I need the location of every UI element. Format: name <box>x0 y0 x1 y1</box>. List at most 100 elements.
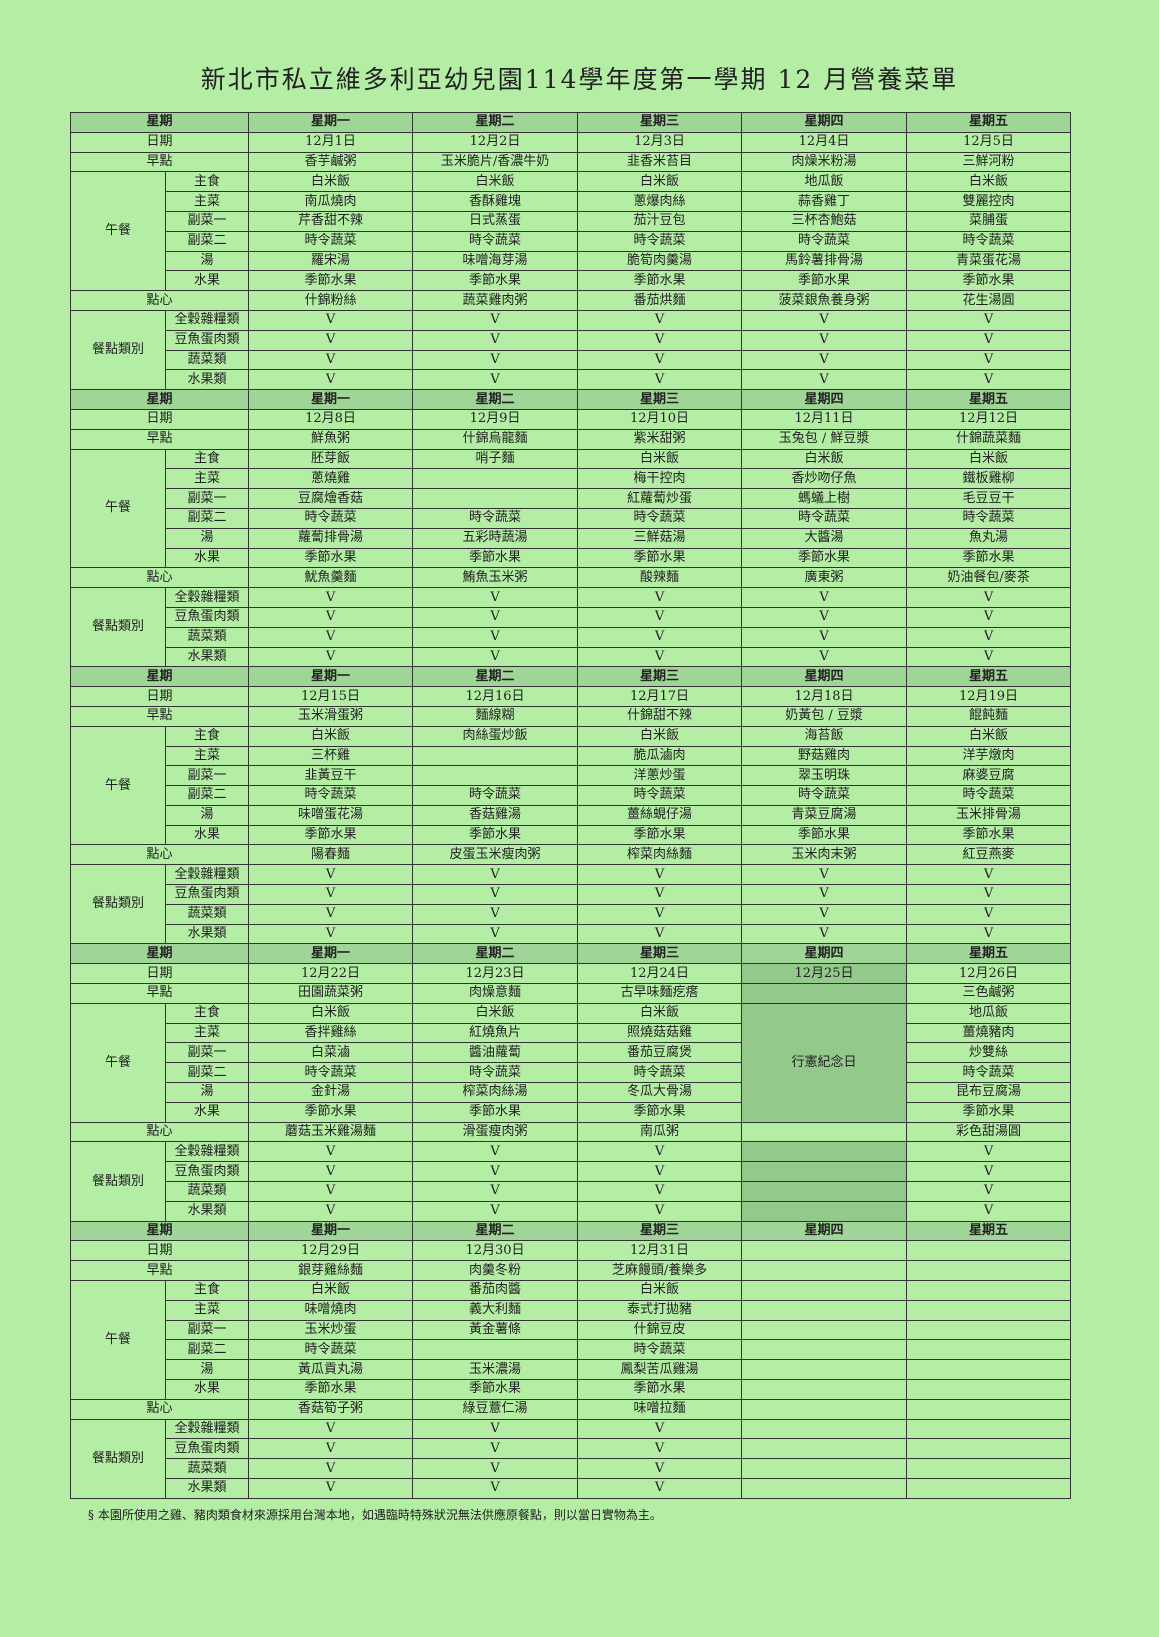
category-check <box>741 1438 908 1460</box>
lunch-dish: 時令蔬菜 <box>741 230 908 252</box>
category-item-label: 蔬菜類 <box>164 1181 250 1202</box>
lunch-dish: 香菇雞湯 <box>412 804 579 826</box>
lunch-dish <box>906 1319 1072 1341</box>
lunch-dish: 時令蔬菜 <box>412 507 579 529</box>
snack: 奶油餐包/麥茶 <box>906 567 1072 589</box>
weekday: 星期一 <box>248 666 414 688</box>
snack <box>906 1398 1072 1420</box>
menu-row: 水果類 V V V V V <box>71 369 1072 391</box>
menu-row: 早點 香芋鹹粥 玉米脆片/香濃牛奶 韭香米苔目 肉燥米粉湯 三鮮河粉 <box>69 151 1072 173</box>
date: 12月25日 <box>741 963 908 985</box>
lunch-item-label: 湯 <box>164 250 250 272</box>
weekday-label: 星期 <box>69 1220 250 1242</box>
lunch-dish: 薑燒豬肉 <box>906 1022 1072 1044</box>
menu-table: 星期 星期一 星期二 星期三 星期四 星期五 日期 12月1日 12月2日 12月3日 12月4日 1… <box>69 112 1072 1499</box>
breakfast: 古早味麵疙瘩 <box>577 983 743 1004</box>
breakfast: 三色鹹粥 <box>906 983 1072 1004</box>
menu-row: 早點 鮮魚粥 什錦烏龍麵 紫米甜粥 玉兔包 / 鮮豆漿 什錦蔬菜麵 <box>69 428 1072 450</box>
menu-row: 豆魚蛋肉類 V V V <box>71 1438 1072 1460</box>
category-check: V <box>248 884 414 905</box>
snack <box>741 1398 908 1420</box>
breakfast: 芝麻饅頭/養樂多 <box>577 1260 743 1282</box>
weekday: 星期四 <box>741 1220 908 1242</box>
lunch-dish: 玉米濃湯 <box>412 1359 579 1380</box>
lunch-dish: 日式蒸蛋 <box>412 210 579 232</box>
category-check: V <box>741 626 908 648</box>
lunch-dish: 洋蔥炒蛋 <box>577 765 743 787</box>
menu-row: 副菜一 白菜滷 醬油蘿蔔 番茄豆腐煲 炒雙絲 <box>71 1042 1072 1064</box>
category-item-label: 全穀雜糧類 <box>164 1418 250 1440</box>
lunch-item-label: 水果 <box>164 270 250 292</box>
lunch-dish: 季節水果 <box>906 547 1072 569</box>
menu-row: 水果類 V V V V V <box>71 923 1072 945</box>
lunch-item-label: 湯 <box>164 804 250 826</box>
category-check: V <box>577 606 743 628</box>
date-label: 日期 <box>69 131 250 153</box>
weekday: 星期四 <box>741 943 908 965</box>
lunch-dish: 地瓜飯 <box>741 171 908 193</box>
menu-row: 豆魚蛋肉類 V V V V <box>71 1161 1072 1183</box>
menu-row: 湯羅宋湯 味噌海芽湯 脆筍肉羹湯 馬鈴薯排骨湯 青菜蛋花湯 <box>71 250 1072 272</box>
category-check: V <box>248 369 414 391</box>
lunch-dish: 蔥燒雞 <box>248 468 414 490</box>
menu-row: 午餐 主食 白米飯 肉絲蛋炒飯 白米飯 海苔飯 白米飯 <box>70 725 1072 846</box>
weekday: 星期五 <box>906 943 1072 965</box>
lunch-dish: 胚芽飯 <box>248 448 414 470</box>
lunch-dish: 豆腐燴香菇 <box>248 488 414 509</box>
category-check: V <box>741 864 908 886</box>
lunch-dish: 番茄肉醬 <box>412 1280 579 1301</box>
lunch-dish: 大醬湯 <box>741 527 908 549</box>
breakfast <box>906 1260 1072 1282</box>
lunch-dish: 玉米排骨湯 <box>906 804 1072 826</box>
menu-row: 餐點類別 全穀雜糧類 V V V V V <box>70 864 1072 945</box>
menu-row: 副菜二 時令蔬菜 時令蔬菜 時令蔬菜 時令蔬菜 時令蔬菜 <box>71 230 1072 252</box>
lunch-dish: 香拌雞絲 <box>248 1022 414 1044</box>
date: 12月29日 <box>248 1240 414 1262</box>
category-check: V <box>906 884 1072 905</box>
lunch-item-label: 主菜 <box>164 1299 250 1321</box>
lunch-dish: 炒雙絲 <box>906 1042 1072 1064</box>
category-check: V <box>412 329 579 351</box>
lunch-dish: 紅蘿蔔炒蛋 <box>577 488 743 509</box>
lunch-dish: 白米飯 <box>906 725 1072 747</box>
lunch-dish: 白米飯 <box>577 725 743 747</box>
date-label: 日期 <box>69 1240 250 1262</box>
lunch-dish <box>741 1339 908 1361</box>
snack: 彩色甜湯圓 <box>906 1121 1072 1143</box>
lunch-dish: 白米飯 <box>577 171 743 193</box>
breakfast: 田園蔬菜粥 <box>248 983 414 1004</box>
category-check: V <box>906 349 1072 371</box>
lunch-dish: 照燒菇菇雞 <box>577 1022 743 1044</box>
category-check: V <box>577 349 743 371</box>
lunch-dish: 洋芋燉肉 <box>906 745 1072 767</box>
lunch-dish: 白米飯 <box>248 1002 414 1024</box>
category-check: V <box>577 1141 743 1163</box>
lunch-item-label: 水果 <box>164 824 250 846</box>
lunch-dish: 時令蔬菜 <box>412 785 579 806</box>
date-label: 日期 <box>69 686 250 707</box>
lunch-dish: 蒜香雞丁 <box>741 191 908 212</box>
lunch-dish: 馬鈴薯排骨湯 <box>741 250 908 272</box>
lunch-dish: 肉絲蛋炒飯 <box>412 725 579 747</box>
lunch-item-label: 副菜二 <box>164 1339 250 1361</box>
menu-row: 湯黃瓜貢丸湯 玉米濃湯 鳳梨苦瓜雞湯 <box>71 1359 1072 1380</box>
category-check: V <box>577 1200 743 1222</box>
category-check: V <box>906 646 1072 668</box>
lunch-dish: 金針湯 <box>248 1082 414 1103</box>
menu-row: 蔬菜類 V V V V V <box>71 903 1072 925</box>
lunch-item-label: 主菜 <box>164 468 250 490</box>
snack: 什錦粉絲 <box>248 290 414 311</box>
menu-row: 日期 12月22日 12月23日 12月24日 12月25日 12月26日 <box>69 963 1072 985</box>
menu-row: 日期 12月15日 12月16日 12月17日 12月18日 12月19日 <box>69 686 1072 707</box>
lunch-item-label: 水果 <box>164 1101 250 1123</box>
category-check: V <box>906 369 1072 391</box>
category-item-label: 豆魚蛋肉類 <box>164 329 250 351</box>
category-item-label: 水果類 <box>164 646 250 668</box>
category-check <box>906 1438 1072 1460</box>
menu-row: 蔬菜類 V V V V V <box>71 349 1072 371</box>
weekday: 星期五 <box>906 666 1072 688</box>
lunch-label: 午餐 <box>70 1002 166 1123</box>
breakfast: 銀芽雞絲麵 <box>248 1260 414 1282</box>
lunch-dish: 白米飯 <box>577 1002 743 1024</box>
lunch-dish: 玉米炒蛋 <box>248 1319 414 1341</box>
